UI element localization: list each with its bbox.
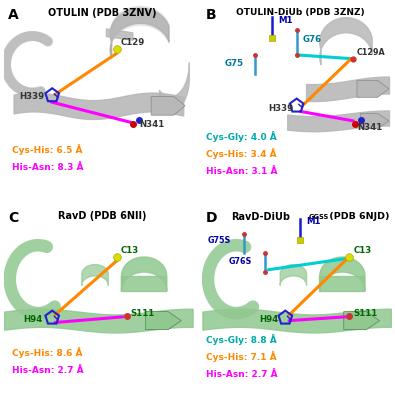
Text: A: A xyxy=(8,8,19,22)
Text: His-Asn: 3.1 Å: His-Asn: 3.1 Å xyxy=(206,167,278,176)
Text: RavD (PDB 6NII): RavD (PDB 6NII) xyxy=(58,211,147,221)
Text: OTULIN-DiUb (PDB 3ZNZ): OTULIN-DiUb (PDB 3ZNZ) xyxy=(236,8,365,17)
Text: C: C xyxy=(8,211,18,225)
Text: Cys-His: 8.6 Å: Cys-His: 8.6 Å xyxy=(12,348,82,358)
Text: OTULIN (PDB 3ZNV): OTULIN (PDB 3ZNV) xyxy=(48,8,156,18)
Text: His-Asn: 2.7 Å: His-Asn: 2.7 Å xyxy=(12,366,83,375)
Polygon shape xyxy=(361,113,389,128)
Text: N341: N341 xyxy=(139,120,164,130)
Text: (PDB 6NJD): (PDB 6NJD) xyxy=(326,212,389,221)
Polygon shape xyxy=(344,312,380,330)
Text: C129: C129 xyxy=(121,38,145,46)
Text: C129A: C129A xyxy=(357,48,386,57)
Text: M1: M1 xyxy=(278,16,292,25)
Text: H339: H339 xyxy=(268,104,293,114)
Polygon shape xyxy=(145,312,181,330)
Text: Cys-His: 6.5 Å: Cys-His: 6.5 Å xyxy=(12,144,82,155)
Text: Cys-His: 3.4 Å: Cys-His: 3.4 Å xyxy=(206,148,277,159)
Text: C13: C13 xyxy=(353,246,371,255)
Text: His-Asn: 8.3 Å: His-Asn: 8.3 Å xyxy=(12,163,83,172)
Text: Cys-His: 7.1 Å: Cys-His: 7.1 Å xyxy=(206,351,277,362)
Text: D: D xyxy=(206,211,218,225)
Text: H339: H339 xyxy=(19,92,44,101)
Text: His-Asn: 2.7 Å: His-Asn: 2.7 Å xyxy=(206,370,278,379)
Text: RavD-DiUb: RavD-DiUb xyxy=(231,212,290,222)
Text: G75S: G75S xyxy=(208,236,231,245)
Text: H94: H94 xyxy=(259,314,278,324)
Text: G76S: G76S xyxy=(229,257,252,266)
Text: N341: N341 xyxy=(357,123,382,132)
Text: Cys-Gly: 4.0 Å: Cys-Gly: 4.0 Å xyxy=(206,131,277,142)
Text: C13: C13 xyxy=(121,246,139,255)
Polygon shape xyxy=(357,80,389,97)
Text: S111: S111 xyxy=(353,309,378,318)
Polygon shape xyxy=(151,96,185,115)
Text: B: B xyxy=(206,8,217,22)
Text: S111: S111 xyxy=(130,309,155,318)
Text: M1: M1 xyxy=(306,218,321,226)
Text: G75: G75 xyxy=(225,59,244,68)
Text: Cys-Gly: 8.8 Å: Cys-Gly: 8.8 Å xyxy=(206,334,277,345)
Text: GGSS: GGSS xyxy=(309,214,329,220)
Text: G76: G76 xyxy=(302,35,322,44)
Text: H94: H94 xyxy=(23,314,42,324)
